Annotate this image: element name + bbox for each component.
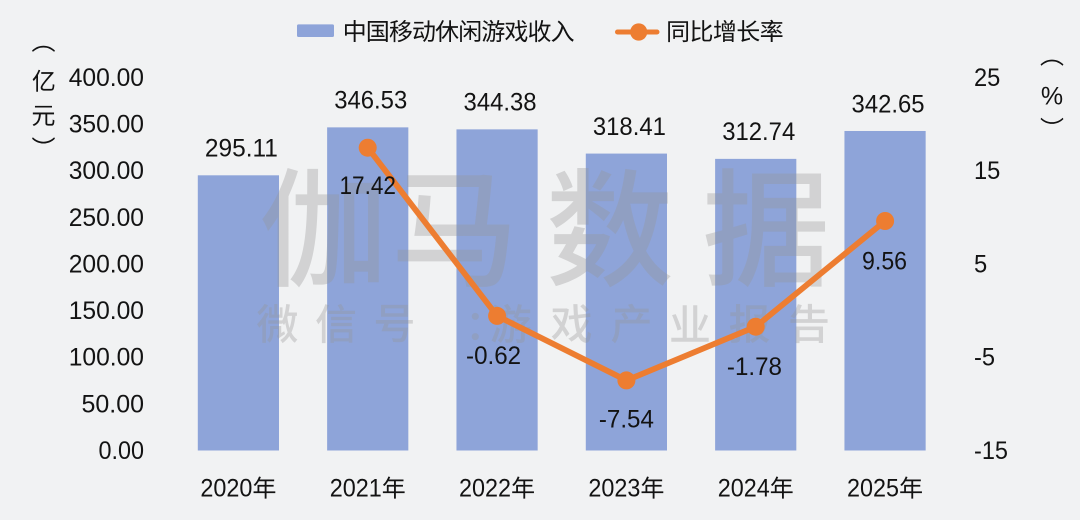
svg-text:%: % xyxy=(1041,82,1063,110)
svg-text:2024: 2024 xyxy=(718,475,770,503)
svg-text:-15: -15 xyxy=(974,437,1008,465)
svg-text:2025: 2025 xyxy=(847,475,899,503)
svg-text:250.00: 250.00 xyxy=(69,204,144,232)
svg-text:350.00: 350.00 xyxy=(69,111,144,139)
svg-text:200.00: 200.00 xyxy=(69,250,144,278)
svg-text:2023: 2023 xyxy=(588,475,640,503)
svg-text:344.38: 344.38 xyxy=(464,89,537,117)
svg-text:25: 25 xyxy=(974,64,1000,92)
svg-text:-1.78: -1.78 xyxy=(727,353,782,381)
svg-text:150.00: 150.00 xyxy=(69,297,144,325)
svg-text:346.53: 346.53 xyxy=(334,87,407,115)
svg-text:2021: 2021 xyxy=(330,475,382,503)
svg-text:15: 15 xyxy=(974,157,1000,185)
svg-text:9.56: 9.56 xyxy=(862,247,907,275)
svg-text:2020: 2020 xyxy=(200,475,252,503)
svg-text:342.65: 342.65 xyxy=(852,90,925,118)
svg-text:318.41: 318.41 xyxy=(593,113,666,141)
svg-text:2022: 2022 xyxy=(459,475,511,503)
svg-text:0.00: 0.00 xyxy=(99,437,145,465)
svg-text:-0.62: -0.62 xyxy=(466,342,521,370)
svg-text:5: 5 xyxy=(974,250,987,278)
svg-text:295.11: 295.11 xyxy=(205,135,278,163)
svg-text:50.00: 50.00 xyxy=(82,390,145,418)
svg-text:400.00: 400.00 xyxy=(69,64,144,92)
svg-text:300.00: 300.00 xyxy=(69,157,144,185)
svg-text:-5: -5 xyxy=(974,344,995,372)
svg-text:100.00: 100.00 xyxy=(69,344,144,372)
svg-text:312.74: 312.74 xyxy=(722,118,795,146)
svg-text:17.42: 17.42 xyxy=(339,172,396,200)
svg-text:-7.54: -7.54 xyxy=(599,406,654,434)
